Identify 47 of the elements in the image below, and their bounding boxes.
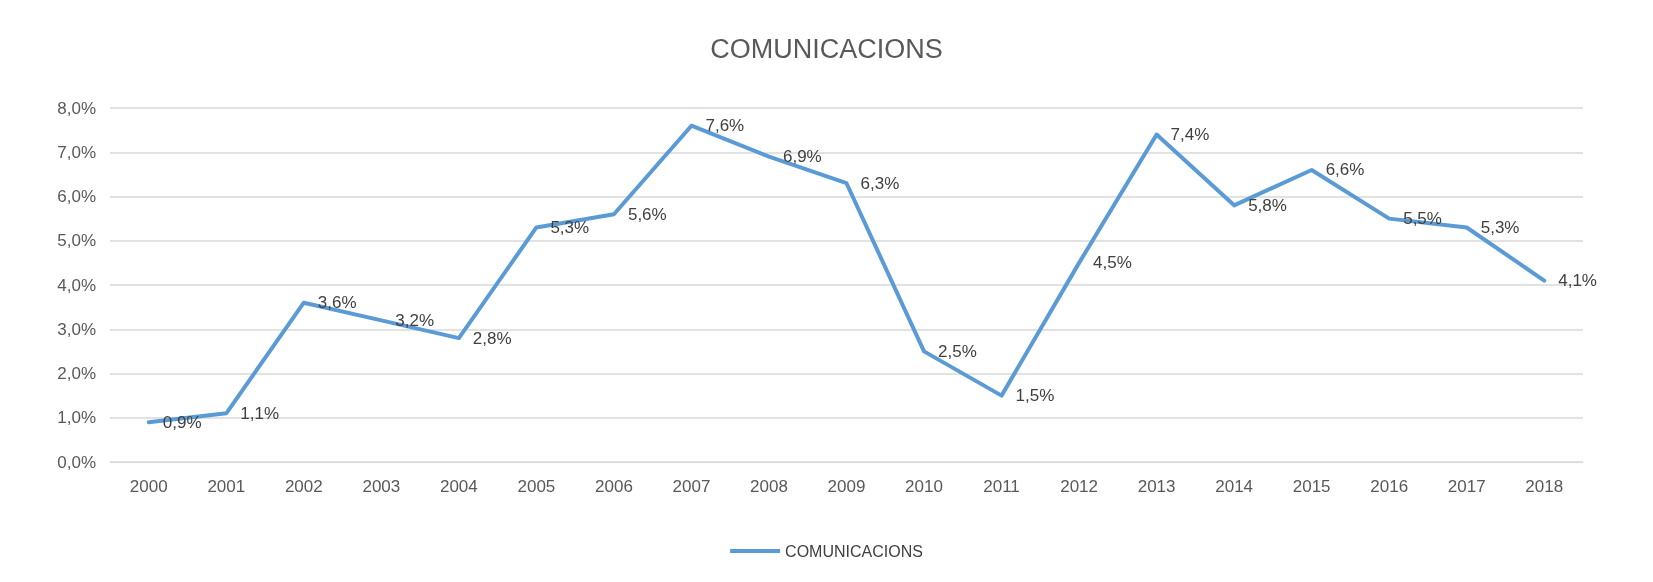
legend-label: COMUNICACIONS xyxy=(785,542,923,560)
x-tick-label: 2002 xyxy=(284,477,323,496)
x-tick-label: 2003 xyxy=(362,477,401,496)
x-tick-label: 2015 xyxy=(1292,477,1331,496)
data-label: 1,1% xyxy=(240,403,280,423)
data-label: 6,6% xyxy=(1325,160,1365,180)
x-tick-label: 2000 xyxy=(129,477,168,496)
y-tick-label: 7,0% xyxy=(57,142,96,162)
y-tick-label: 2,0% xyxy=(57,364,96,383)
data-label: 6,3% xyxy=(860,173,900,193)
x-tick-label: 2018 xyxy=(1525,477,1564,496)
data-label: 5,8% xyxy=(1248,195,1287,215)
x-tick-label: 2007 xyxy=(672,477,711,496)
x-tick-label: 2004 xyxy=(439,477,478,496)
data-label: 5,3% xyxy=(1480,217,1520,237)
y-tick-label: 3,0% xyxy=(57,319,96,339)
y-tick-label: 1,0% xyxy=(57,408,96,428)
x-tick-label: 2009 xyxy=(827,477,866,496)
data-label: 2,5% xyxy=(938,341,977,361)
x-tick-label: 2017 xyxy=(1447,477,1486,496)
data-label: 6,9% xyxy=(782,147,822,167)
chart-title: COMUNICACIONS xyxy=(710,33,943,64)
data-label: 1,5% xyxy=(1015,386,1055,406)
x-tick-label: 2001 xyxy=(207,477,246,496)
x-tick-label: 2006 xyxy=(595,477,633,496)
x-tick-label: 2012 xyxy=(1060,477,1098,496)
data-label: 7,4% xyxy=(1170,125,1210,145)
x-tick-label: 2010 xyxy=(905,477,943,496)
x-tick-label: 2011 xyxy=(983,477,1020,496)
x-tick-label: 2013 xyxy=(1137,477,1176,496)
data-label: 7,6% xyxy=(705,116,745,136)
x-tick-label: 2008 xyxy=(750,477,788,496)
data-label: 3,6% xyxy=(317,293,357,313)
data-label: 3,2% xyxy=(395,310,435,330)
x-tick-label: 2016 xyxy=(1370,477,1409,496)
data-label: 4,5% xyxy=(1093,253,1132,273)
data-label: 5,6% xyxy=(627,204,667,224)
y-tick-label: 6,0% xyxy=(57,187,96,206)
y-tick-label: 4,0% xyxy=(57,275,96,295)
x-tick-label: 2005 xyxy=(517,477,556,496)
data-label: 4,1% xyxy=(1558,271,1597,291)
y-tick-label: 5,0% xyxy=(57,231,96,251)
y-tick-label: 8,0% xyxy=(57,98,96,118)
data-label: 2,8% xyxy=(472,328,512,348)
data-label: 5,3% xyxy=(550,217,590,237)
y-tick-label: 0,0% xyxy=(57,452,96,472)
x-tick-label: 2014 xyxy=(1215,477,1254,496)
